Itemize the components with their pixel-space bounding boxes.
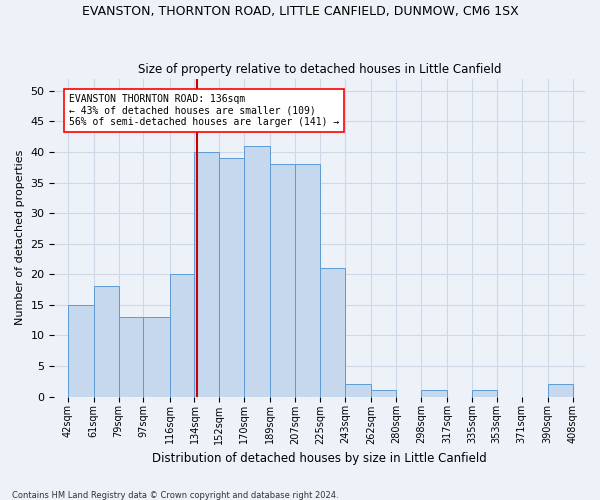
Bar	[345, 384, 371, 396]
Bar	[548, 384, 572, 396]
Bar	[68, 305, 94, 396]
Bar	[170, 274, 194, 396]
Bar	[119, 317, 143, 396]
Text: EVANSTON, THORNTON ROAD, LITTLE CANFIELD, DUNMOW, CM6 1SX: EVANSTON, THORNTON ROAD, LITTLE CANFIELD…	[82, 5, 518, 18]
Bar	[143, 317, 170, 396]
Bar	[421, 390, 447, 396]
Bar	[371, 390, 396, 396]
Bar	[271, 164, 295, 396]
Bar	[295, 164, 320, 396]
Bar	[220, 158, 244, 396]
Bar	[94, 286, 119, 397]
Bar	[472, 390, 497, 396]
Title: Size of property relative to detached houses in Little Canfield: Size of property relative to detached ho…	[138, 63, 502, 76]
X-axis label: Distribution of detached houses by size in Little Canfield: Distribution of detached houses by size …	[152, 452, 487, 465]
Text: Contains HM Land Registry data © Crown copyright and database right 2024.: Contains HM Land Registry data © Crown c…	[12, 490, 338, 500]
Text: EVANSTON THORNTON ROAD: 136sqm
← 43% of detached houses are smaller (109)
56% of: EVANSTON THORNTON ROAD: 136sqm ← 43% of …	[69, 94, 339, 127]
Bar	[320, 268, 345, 396]
Y-axis label: Number of detached properties: Number of detached properties	[15, 150, 25, 325]
Bar	[194, 152, 220, 396]
Bar	[244, 146, 271, 397]
